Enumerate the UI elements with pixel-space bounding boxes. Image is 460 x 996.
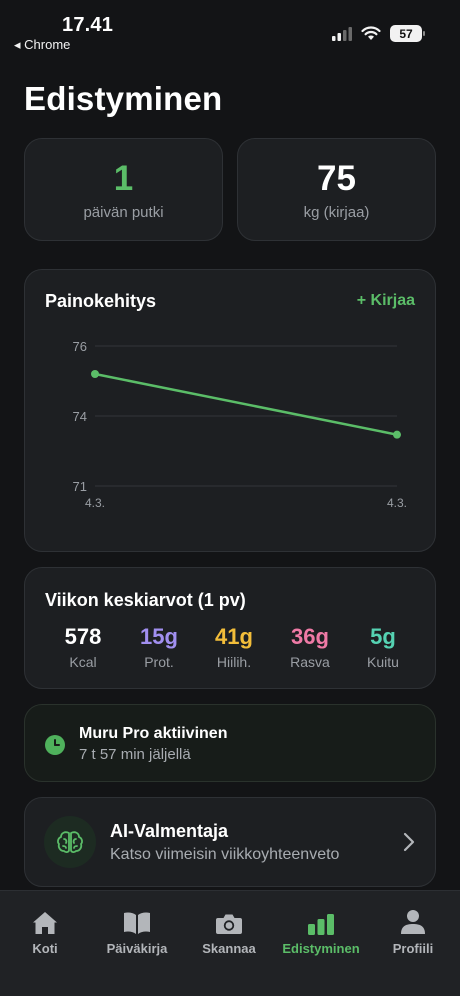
tab-profile-label: Profiili [392,941,434,956]
status-icons: 57 [332,25,425,42]
streak-label: päivän putki [83,204,164,221]
battery-icon: 57 [390,25,425,42]
y-tick-label: 71 [73,479,87,494]
avg-kcal-value: 578 [64,624,102,649]
brain-icon [44,816,96,868]
pro-time-remaining: 7 t 57 min jäljellä [79,746,191,763]
weight-value: 75 [317,159,356,198]
camera-icon [184,909,274,935]
x-tick-label: 4.3. [387,496,407,510]
pro-title: Muru Pro aktiivinen [79,725,228,742]
weight-series-line [94,372,398,436]
bar-chart-icon [276,909,366,935]
avg-carbs-value: 41g [215,624,253,649]
ai-coach-title: AI-Valmentaja [110,821,229,841]
tab-progress[interactable]: Edistyminen [276,909,366,956]
avg-fiber: 5g Kuitu [343,624,423,670]
weight-chart: 76 74 71 4.3. 4.3. [73,339,407,510]
avg-carbs-label: Hiilih. [216,654,252,670]
bottom-tab-bar: Koti Päiväkirja Skannaa Ed [0,890,460,996]
person-icon [368,909,458,935]
tab-scan[interactable]: Skannaa [184,909,274,956]
book-icon [92,909,182,935]
weekly-averages-title: Viikon keskiarvot (1 pv) [45,590,246,610]
y-tick-label: 74 [73,409,87,424]
y-tick-label: 76 [73,339,87,354]
status-bar: 17.41 ◂ Chrome 57 [0,0,460,60]
cellular-signal-icon [332,26,352,41]
pro-status-card[interactable]: Muru Pro aktiivinen 7 t 57 min jäljellä [24,704,436,782]
tab-diary-label: Päiväkirja [106,941,168,956]
weight-data-point[interactable] [393,430,401,439]
streak-card: 1 päivän putki [24,138,223,241]
avg-protein-label: Prot. [144,654,174,670]
chevron-right-icon [403,832,415,852]
avg-fiber-label: Kuitu [367,654,399,670]
weekly-averages-card: Viikon keskiarvot (1 pv) 578 Kcal 15g Pr… [24,567,436,689]
ai-coach-card[interactable]: AI-Valmentaja Katso viimeisin viikkoyhte… [24,797,436,887]
avg-kcal: 578 Kcal [43,624,123,670]
wifi-icon [361,26,381,40]
weight-data-point[interactable] [91,370,99,378]
status-time: 17.41 [62,14,114,36]
tab-diary[interactable]: Päiväkirja [92,909,182,956]
tab-scan-label: Skannaa [202,941,256,956]
streak-value: 1 [113,159,134,198]
x-tick-label: 4.3. [85,496,105,510]
back-to-chrome-link[interactable]: ◂ Chrome [14,37,71,52]
avg-carbs: 41g Hiilih. [194,624,274,670]
avg-protein-value: 15g [140,624,178,649]
avg-fat: 36g Rasva [270,624,350,670]
tab-home[interactable]: Koti [0,909,90,956]
avg-fat-value: 36g [291,624,329,649]
weight-stat-card: 75 kg (kirjaa) [237,138,436,241]
ai-coach-subtitle: Katso viimeisin viikkoyhteenveto [110,846,340,863]
home-icon [0,909,90,935]
clock-icon [45,735,65,755]
avg-protein: 15g Prot. [119,624,199,670]
weight-label: kg (kirjaa) [303,204,370,221]
tab-home-label: Koti [32,941,58,956]
avg-kcal-label: Kcal [69,654,97,670]
tab-profile[interactable]: Profiili [368,909,458,956]
avg-fat-label: Rasva [290,654,330,670]
page-title: Edistyminen [24,80,223,117]
tab-progress-label: Edistyminen [282,941,360,956]
weight-chart-title: Painokehitys [45,291,157,311]
log-weight-button[interactable]: + Kirjaa [356,292,415,309]
avg-fiber-value: 5g [370,624,396,649]
weight-chart-card: Painokehitys + Kirjaa 76 74 71 4.3. 4.3. [24,269,436,552]
